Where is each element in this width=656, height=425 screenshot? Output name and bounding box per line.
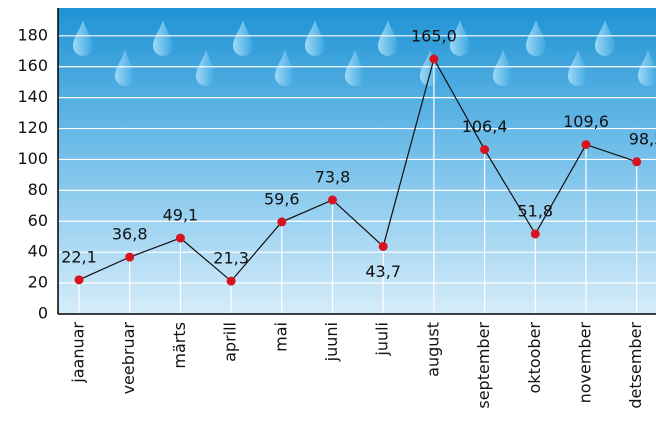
point <box>125 253 134 262</box>
data-label: 49,1 <box>163 206 199 225</box>
point <box>379 242 388 251</box>
data-label: 109,6 <box>563 112 609 131</box>
x-tick-label: oktoober <box>525 322 544 394</box>
data-label: 59,6 <box>264 189 300 208</box>
point <box>328 195 337 204</box>
data-label: 51,8 <box>517 201 553 220</box>
data-label: 98,5 <box>629 129 656 148</box>
y-tick-label: 60 <box>28 211 48 230</box>
point <box>429 55 438 64</box>
point <box>75 275 84 284</box>
point <box>176 234 185 243</box>
x-tick-label: aprill <box>221 322 240 362</box>
point <box>277 217 286 226</box>
data-label: 43,7 <box>365 262 401 281</box>
x-tick-label: september <box>474 322 493 409</box>
x-tick-label: juuni <box>322 322 341 362</box>
y-tick-label: 100 <box>17 149 48 168</box>
data-label: 165,0 <box>411 27 457 46</box>
point <box>480 145 489 154</box>
x-tick-label: juuli <box>373 322 392 357</box>
point <box>582 140 591 149</box>
data-label: 21,3 <box>213 249 249 268</box>
y-tick-label: 0 <box>38 304 48 323</box>
x-tick-label: detsember <box>626 322 645 409</box>
data-label: 106,4 <box>462 117 508 136</box>
plot-background <box>58 8 656 314</box>
point <box>531 229 540 238</box>
data-label: 73,8 <box>315 167 351 186</box>
y-tick-label: 180 <box>17 25 48 44</box>
data-label: 36,8 <box>112 225 148 244</box>
x-tick-label: märts <box>170 322 189 369</box>
y-tick-label: 80 <box>28 180 48 199</box>
point <box>632 157 641 166</box>
x-tick-label: veebruar <box>119 322 138 395</box>
y-tick-label: 160 <box>17 56 48 75</box>
y-tick-label: 20 <box>28 273 48 292</box>
x-tick-label: jaanuar <box>69 322 88 384</box>
x-tick-label: november <box>576 322 595 404</box>
x-tick-label: august <box>423 322 442 377</box>
chart: 0 20 40 60 80 100 120 140 160 180 jaanuar veebruar m… <box>0 0 656 425</box>
data-label: 22,1 <box>61 247 97 266</box>
x-tick-label: mai <box>271 322 290 352</box>
y-tick-label: 140 <box>17 87 48 106</box>
point <box>227 277 236 286</box>
y-tick-label: 40 <box>28 242 48 261</box>
y-tick-label: 120 <box>17 118 48 137</box>
